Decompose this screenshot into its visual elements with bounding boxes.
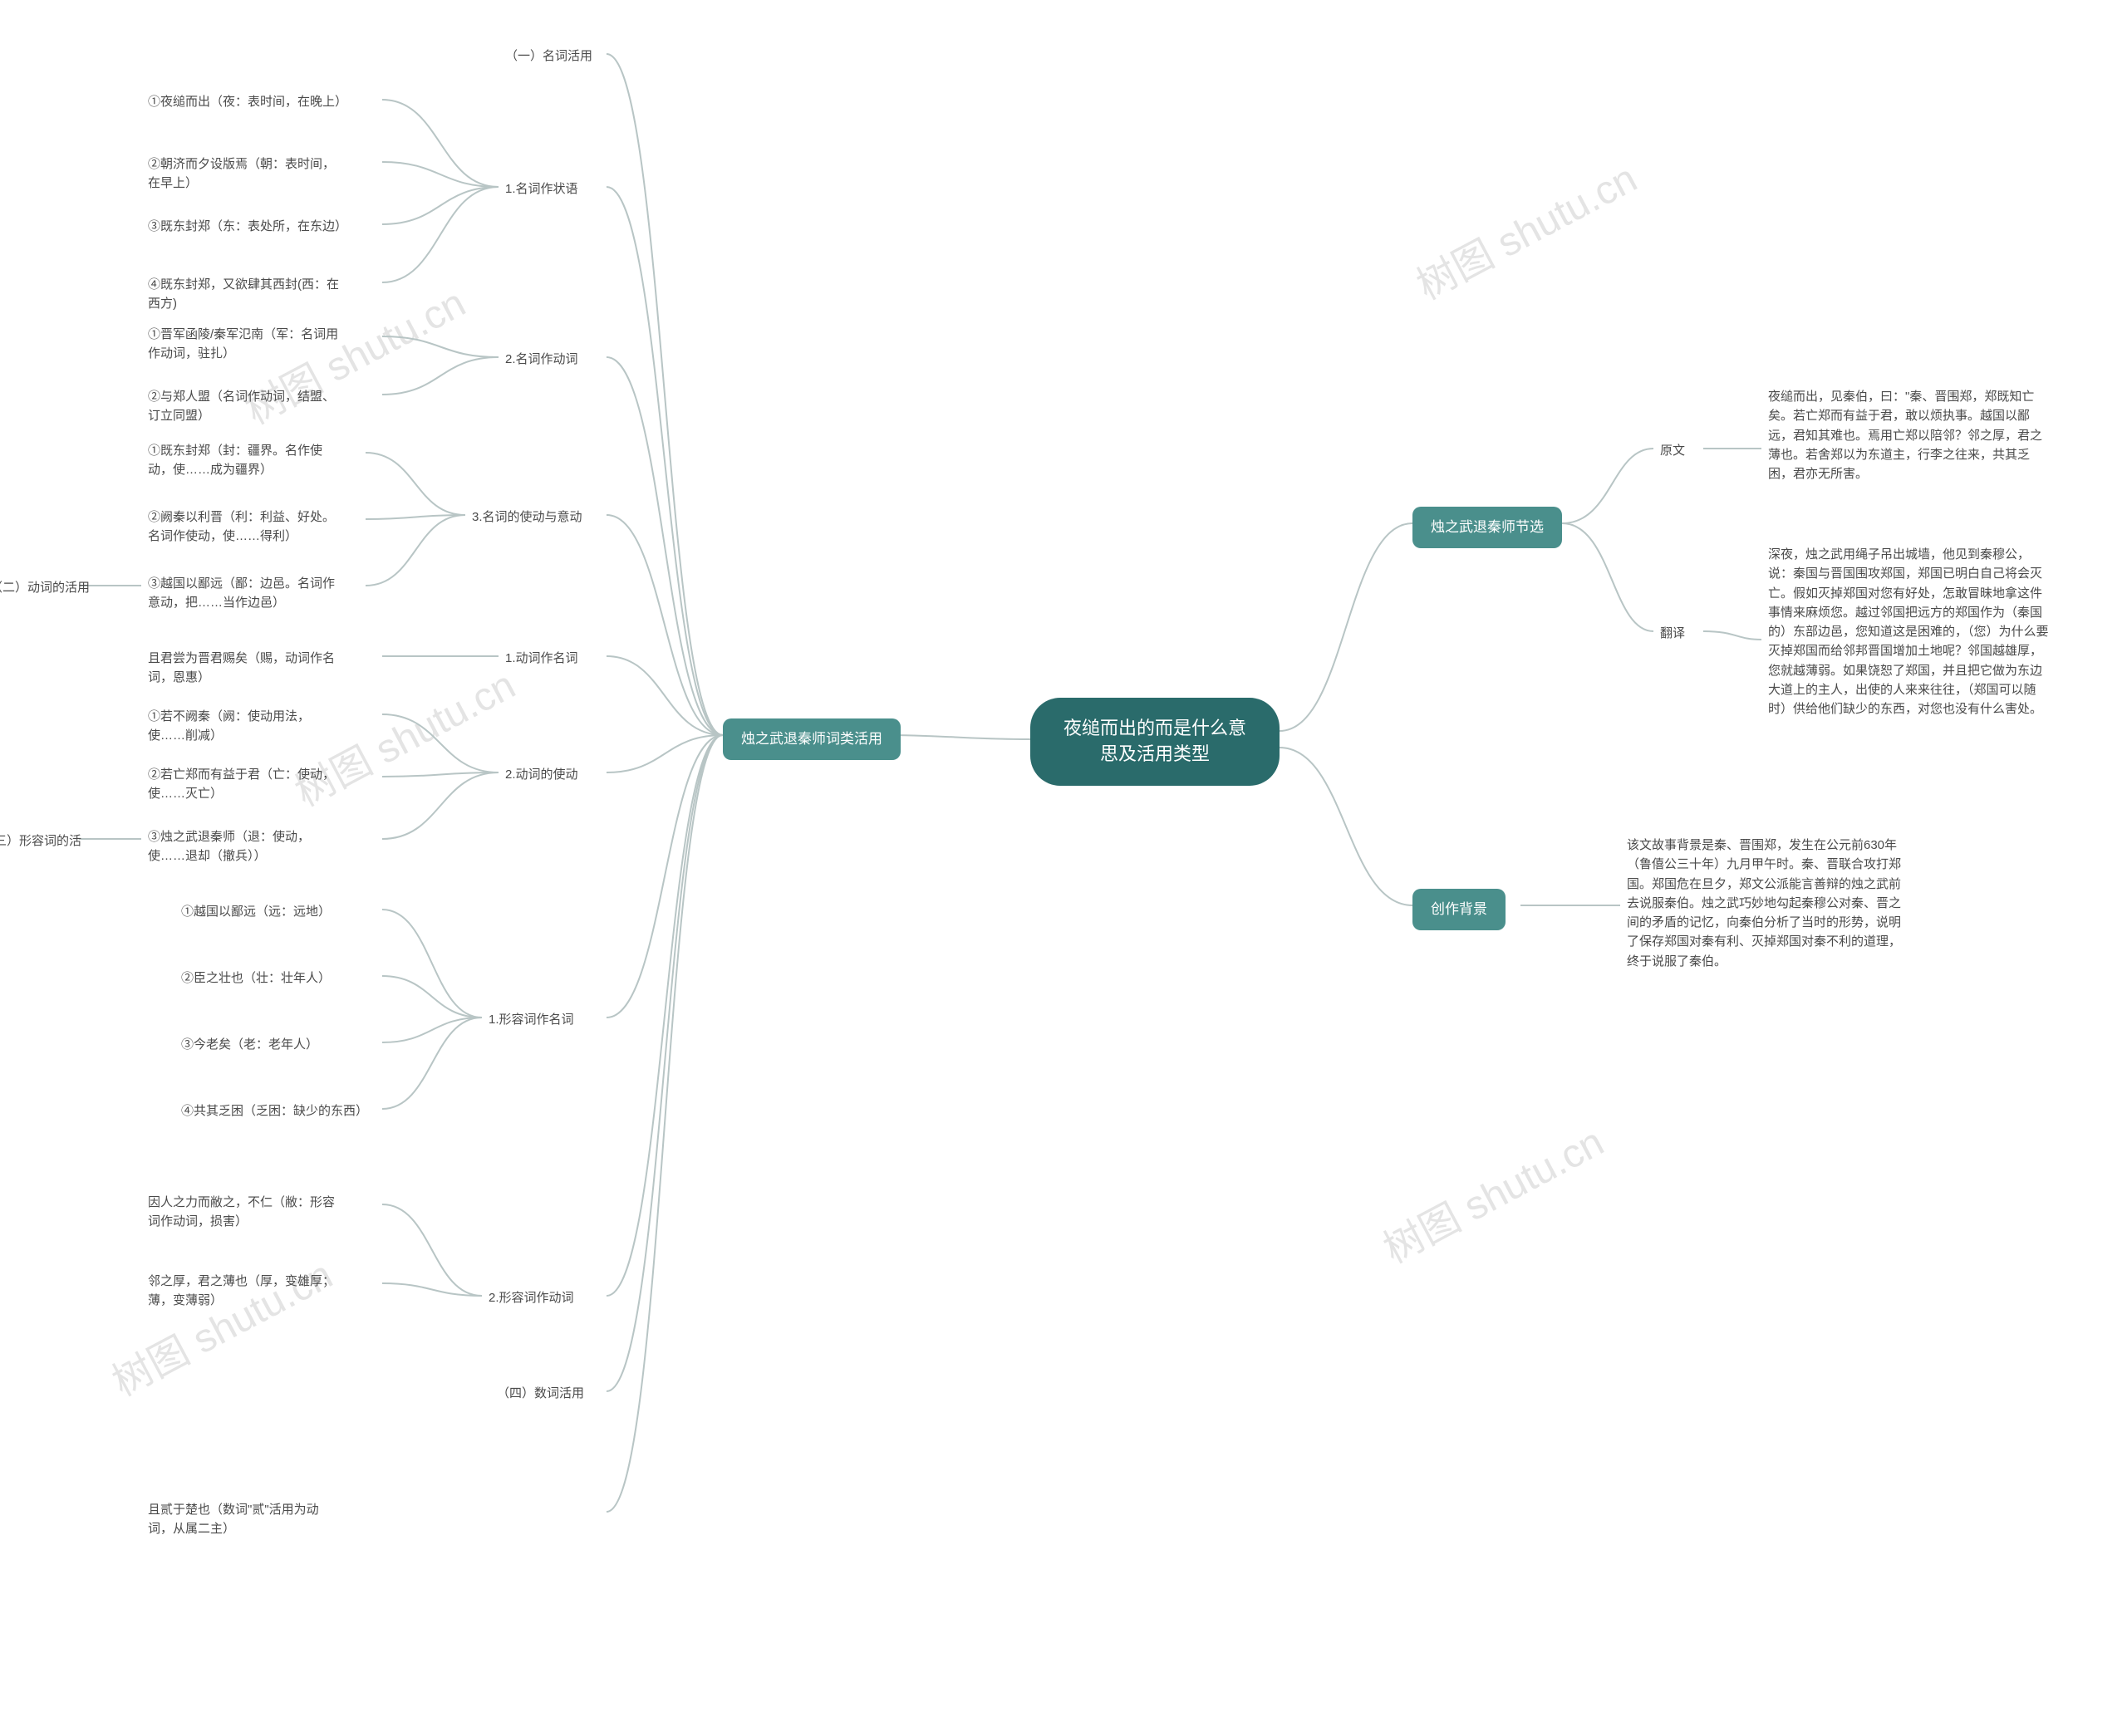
group-1-2: 2.名词作动词	[499, 345, 585, 374]
heading-numerals: （四）数词活用	[490, 1379, 591, 1408]
group-2-1: 1.动词作名词	[499, 644, 585, 673]
leaf-1-3-3: ③越国以鄙远（鄙：边邑。名词作意动，把……当作边邑）	[141, 569, 349, 618]
branch-excerpt: 烛之武退秦师节选	[1412, 507, 1562, 548]
heading-adjectives: （三）形容词的活用	[0, 826, 100, 875]
leaf-translation-label: 翻译	[1653, 619, 1692, 648]
leaf-1-2-2: ②与郑人盟（名词作动词，结盟、订立同盟）	[141, 382, 349, 431]
leaf-1-1-3: ③既东封郑（东：表处所，在东边）	[141, 212, 349, 241]
group-3-1: 1.形容词作名词	[482, 1005, 581, 1034]
leaf-4-1: 且贰于楚也（数词"贰"活用为动词，从属二主）	[141, 1495, 349, 1544]
heading-nouns: （一）名词活用	[499, 42, 599, 71]
leaf-3-1-2: ②臣之壮也（壮：壮年人）	[174, 964, 337, 993]
leaf-3-1-4: ④共其乏困（乏困：缺少的东西）	[174, 1096, 375, 1125]
group-2-2: 2.动词的使动	[499, 760, 585, 789]
leaf-3-1-3: ③今老矣（老：老年人）	[174, 1030, 325, 1059]
leaf-1-2-1: ①晋军函陵/秦军氾南（军：名词用作动词，驻扎）	[141, 320, 349, 369]
heading-verbs: （二）动词的活用	[0, 573, 96, 602]
branch-background: 创作背景	[1412, 889, 1506, 930]
watermark: 树图 shutu.cn	[1405, 146, 1646, 311]
watermark: 树图 shutu.cn	[1372, 1110, 1613, 1274]
branch-word-usage: 烛之武退秦师词类活用	[723, 718, 901, 760]
leaf-2-2-1: ①若不阙秦（阙：使动用法，使……削减）	[141, 702, 349, 751]
leaf-2-1-1: 且君尝为晋君赐矣（赐，动词作名词，恩惠）	[141, 644, 349, 693]
leaf-1-1-4: ④既东封郑，又欲肆其西封(西：在西方)	[141, 270, 349, 319]
leaf-3-2-1: 因人之力而敝之，不仁（敝：形容词作动词，损害）	[141, 1188, 349, 1237]
leaf-background-text: 该文故事背景是秦、晋围郑，发生在公元前630年（鲁僖公三十年）九月甲午时。秦、晋…	[1620, 831, 1919, 976]
leaf-1-3-2: ②阙秦以利晋（利：利益、好处。名词作使动，使……得利）	[141, 503, 349, 552]
leaf-translation-text: 深夜，烛之武用绳子吊出城墙，他见到秦穆公，说：秦国与晋国围攻郑国，郑国已明白自己…	[1761, 540, 2061, 723]
leaf-2-2-3: ③烛之武退秦师（退：使动，使……退却（撤兵））	[141, 822, 349, 871]
leaf-original-text: 夜缒而出，见秦伯，曰："秦、晋围郑，郑既知亡矣。若亡郑而有益于君，敢以烦执事。越…	[1761, 382, 2061, 488]
leaf-3-1-1: ①越国以鄙远（远：远地）	[174, 897, 337, 926]
group-3-2: 2.形容词作动词	[482, 1283, 581, 1312]
leaf-1-1-2: ②朝济而夕设版焉（朝：表时间，在早上）	[141, 150, 349, 199]
leaf-1-3-1: ①既东封郑（封：疆界。名作使动，使……成为疆界）	[141, 436, 349, 485]
leaf-2-2-2: ②若亡郑而有益于君（亡：使动，使……灭亡）	[141, 760, 349, 809]
leaf-original-label: 原文	[1653, 436, 1692, 465]
leaf-3-2-2: 邻之厚，君之薄也（厚，变雄厚；薄，变薄弱）	[141, 1267, 349, 1316]
leaf-1-1-1: ①夜缒而出（夜：表时间，在晚上）	[141, 87, 349, 116]
group-1-3: 3.名词的使动与意动	[465, 503, 589, 532]
group-1-1: 1.名词作状语	[499, 174, 585, 204]
root-node: 夜缒而出的而是什么意思及活用类型	[1030, 698, 1280, 786]
